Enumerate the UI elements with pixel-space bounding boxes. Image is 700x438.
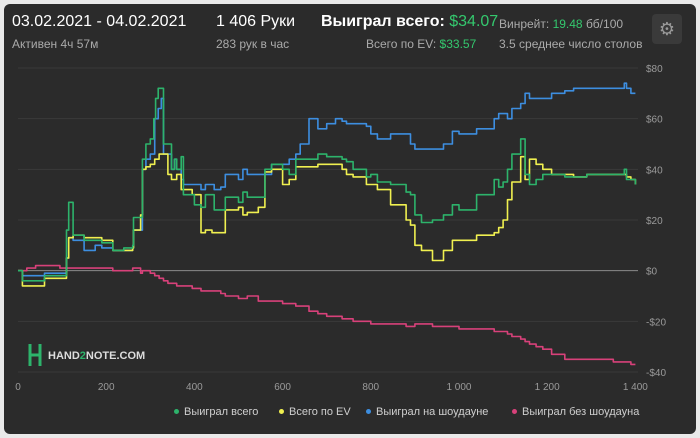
legend-dot-icon [366,408,371,414]
y-tick-label: $60 [646,115,663,126]
legend-dot-icon [512,408,517,414]
y-tick-label: -$20 [646,317,666,328]
x-tick-label: 600 [274,382,291,393]
legend-item-non-showdown[interactable]: Выиграл без шоудауна [512,406,639,418]
avg-tables: 3.5 среднее число столов [499,37,643,51]
x-axis-ticks: 0 200 400 600 800 1 000 1 200 1 400 [15,382,648,393]
date-range: 03.02.2021 - 04.02.2021 [12,13,187,30]
x-tick-label: 400 [186,382,203,393]
y-tick-label: $40 [646,165,663,176]
ev-total-stat: Всего по EV: $33.57 [366,37,476,51]
won-total-value: $34.07 [449,13,499,30]
won-total-stat: Выиграл всего: $34.07 [321,13,498,31]
y-tick-label: $20 [646,216,663,227]
x-tick-label: 1 200 [535,382,560,393]
series-line-won-total [18,87,637,282]
won-total-label: Выиграл всего: [321,13,445,30]
y-tick-label: -$40 [646,368,666,379]
legend-item-showdown[interactable]: Выиграл на шоудауне [366,406,488,418]
hands-count: 1 406 Руки [216,13,296,30]
winrate-label: Винрейт: [499,17,550,31]
y-tick-label: $80 [646,64,663,75]
legend-dot-icon [174,408,179,414]
profit-chart: $80 $60 $40 $20 $0 -$20 -$40 0 200 400 600 800 1 00… [15,64,666,393]
series-line-non-showdown [18,264,636,366]
x-tick-label: 1 400 [623,382,648,393]
watermark-text: HAND2NOTE.COM [48,350,145,362]
winrate-stat: Винрейт: 19.48 бб/100 [499,17,623,31]
hand2note-logo-icon [28,344,42,366]
active-time: Активен 4ч 57м [12,37,99,51]
winrate-unit: бб/100 [585,17,624,31]
x-tick-label: 800 [362,382,379,393]
settings-button[interactable]: ⚙ [652,14,682,44]
y-axis-ticks: $80 $60 $40 $20 $0 -$20 -$40 [646,64,666,379]
chart-series [18,82,637,366]
x-tick-label: 200 [98,382,115,393]
legend-item-won-total[interactable]: Выиграл всего [174,406,258,418]
chart-grid [18,67,638,373]
ev-total-label: Всего по EV: [366,37,437,51]
hand2note-logo: HAND2NOTE.COM [28,344,145,366]
x-tick-label: 0 [15,382,21,393]
hands-per-hour: 283 рук в час [216,37,290,51]
stats-panel: 03.02.2021 - 04.02.2021 Активен 4ч 57м 1… [4,4,696,434]
legend-item-ev[interactable]: Всего по EV [279,406,351,418]
winrate-value: 19.48 [552,17,583,31]
y-tick-label: $0 [646,267,658,278]
x-tick-label: 1 000 [446,382,471,393]
ev-total-value: $33.57 [439,37,477,51]
legend-dot-icon [279,408,284,414]
chart-legend: Выиграл всего Всего по EV Выиграл на шоу… [4,406,696,424]
gear-icon: ⚙ [658,19,676,39]
